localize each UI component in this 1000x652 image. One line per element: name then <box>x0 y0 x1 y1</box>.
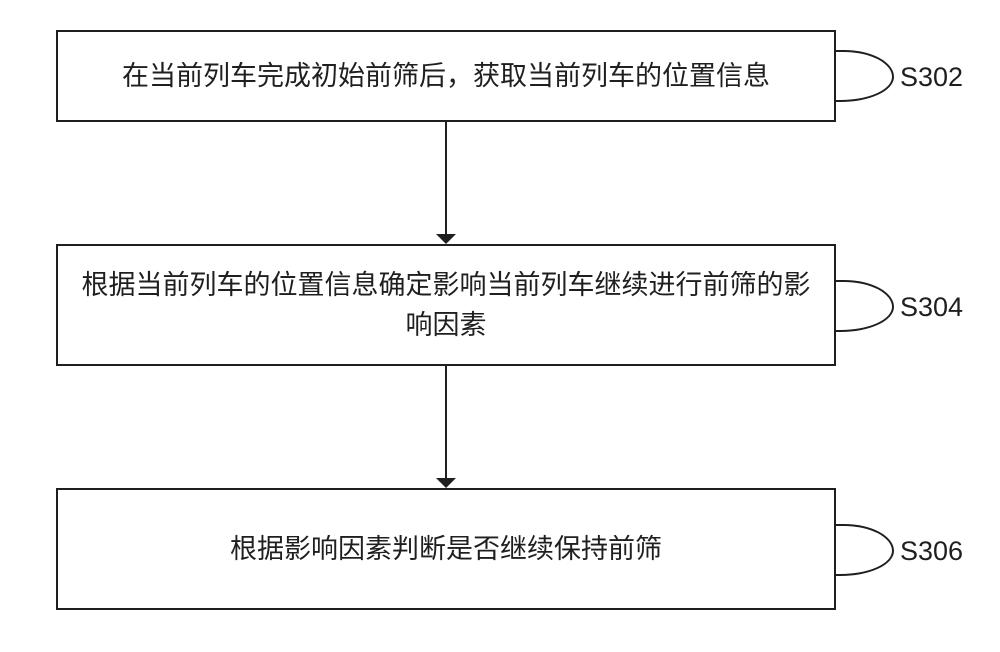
flow-arrow <box>445 122 447 234</box>
flow-arrow <box>445 366 447 478</box>
flow-step-s302: 在当前列车完成初始前筛后，获取当前列车的位置信息 <box>56 30 836 122</box>
flow-step-s304: 根据当前列车的位置信息确定影响当前列车继续进行前筛的影响因素 <box>56 244 836 366</box>
step-label-s306: S306 <box>900 536 963 567</box>
label-connector <box>836 280 894 332</box>
arrow-head-icon <box>436 478 456 488</box>
flow-step-text: 根据影响因素判断是否继续保持前筛 <box>230 529 662 570</box>
flow-step-s306: 根据影响因素判断是否继续保持前筛 <box>56 488 836 610</box>
step-label-s302: S302 <box>900 62 963 93</box>
label-connector <box>836 50 894 102</box>
step-label-s304: S304 <box>900 292 963 323</box>
flow-step-text: 在当前列车完成初始前筛后，获取当前列车的位置信息 <box>122 56 770 97</box>
arrow-head-icon <box>436 234 456 244</box>
label-connector <box>836 524 894 576</box>
flowchart-canvas: 在当前列车完成初始前筛后，获取当前列车的位置信息 S302 根据当前列车的位置信… <box>0 0 1000 652</box>
flow-step-text: 根据当前列车的位置信息确定影响当前列车继续进行前筛的影响因素 <box>76 265 816 346</box>
